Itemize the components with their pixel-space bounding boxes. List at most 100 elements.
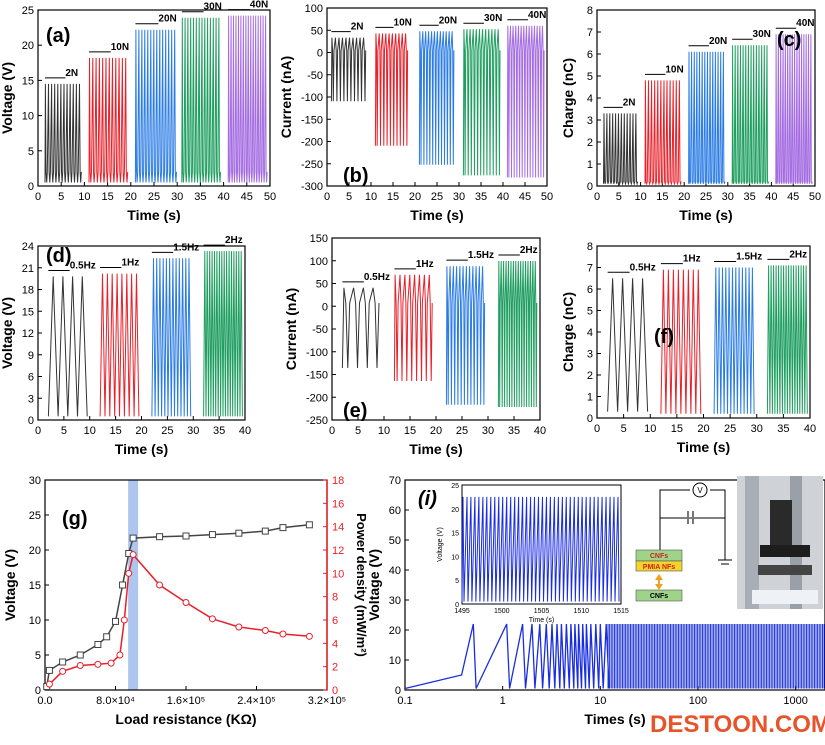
- series-line: [46, 524, 310, 687]
- series-label: 1.5Hz: [468, 250, 494, 261]
- inset-y-tick-label: 20: [451, 507, 459, 514]
- y-tick-label: 10: [29, 615, 41, 627]
- inset-y-tick-label: 5: [455, 578, 459, 585]
- y-tick-label: 7: [587, 263, 593, 275]
- x-tick-label: 25: [148, 191, 160, 203]
- data-point: [119, 581, 127, 589]
- y-tick-label: 2: [587, 137, 593, 149]
- wire: [710, 489, 726, 560]
- y-tick-label: 50: [316, 279, 328, 291]
- x-tick-label: 100: [689, 695, 707, 707]
- x-tick-label: 10: [84, 425, 96, 437]
- x-tick-label: 50: [541, 191, 553, 203]
- panel-a: 0 5 10 15 20 25 30 35 40 45 50 0 5 10 15 20 25 Time (s) Vo…: [0, 0, 276, 223]
- x-tick-label: 10: [378, 425, 390, 437]
- series-label: 2N: [623, 97, 636, 108]
- y-axis-label: Voltage (V): [0, 62, 15, 134]
- arrow-icon: [655, 574, 663, 590]
- y-tick-label: 10: [22, 111, 34, 123]
- x-axis-label: Time (s): [127, 207, 180, 223]
- series-label: 40N: [796, 18, 814, 29]
- x-tick-label: 30: [751, 423, 763, 435]
- x-tick-label: 35: [213, 425, 225, 437]
- panel-b: 0 5 10 15 20 25 30 35 40 45 50 -300 -250 -200 -150 -100…: [278, 3, 553, 223]
- data-point: [116, 651, 124, 659]
- y-tick-label: 18: [22, 285, 34, 297]
- y-tick-label: 0: [35, 685, 41, 697]
- series-line: [99, 273, 140, 417]
- y2-tick-label: 16: [332, 498, 344, 510]
- y2-tick-label: 2: [332, 662, 338, 674]
- x-tick-label: 1000: [783, 695, 807, 707]
- x-tick-label: 2.4×10⁵: [237, 695, 276, 707]
- series-label: 0.5Hz: [70, 260, 96, 271]
- x-tick-label: 0: [35, 425, 41, 437]
- y-tick-label: 100: [305, 3, 323, 15]
- voltmeter-label: V: [697, 486, 703, 495]
- y2-tick-label: 12: [332, 545, 344, 557]
- series-line: [374, 33, 409, 146]
- series-line: [660, 269, 702, 414]
- inset-chart: 1495 1500 1505 1510 1515 0 5 10 15 20 25 Time (s) Vo…: [437, 483, 629, 624]
- x-tick-label: 5: [346, 191, 352, 203]
- x-tick-label: 30: [171, 191, 183, 203]
- layer-label: PMIA NFs: [643, 564, 676, 571]
- series-label: 0.5Hz: [630, 262, 656, 273]
- photo-actuator: [770, 500, 792, 545]
- y-tick-label: 4: [587, 327, 593, 339]
- series-label: 10N: [111, 42, 129, 53]
- series-label: 20N: [439, 15, 457, 26]
- panel-label: (c): [777, 29, 801, 51]
- y-tick-label: -200: [301, 137, 323, 149]
- x-axis-label: Time (s): [410, 207, 463, 223]
- y-tick-label: 20: [22, 40, 34, 52]
- x-tick-label: 35: [475, 191, 487, 203]
- series-label: 2N: [65, 68, 78, 79]
- y-tick-label: 3: [587, 349, 593, 361]
- y-tick-label: 25: [29, 510, 41, 522]
- y-tick-label: 15: [29, 580, 41, 592]
- y-tick-label: -150: [301, 114, 323, 126]
- x-tick-label: 40: [217, 191, 229, 203]
- panel-label: (a): [46, 25, 70, 47]
- x-tick-label: 8.0×10⁴: [96, 695, 135, 707]
- series-line: [88, 57, 129, 183]
- data-point: [235, 529, 243, 537]
- y-tick-label: -50: [312, 324, 328, 336]
- series-line: [181, 17, 222, 183]
- y-axis-label: Voltage (V): [2, 549, 18, 621]
- x-tick-label: 15: [671, 423, 683, 435]
- y-tick-label: 15: [22, 75, 34, 87]
- series-label: 40N: [528, 10, 546, 21]
- series-line: [203, 251, 243, 417]
- y2-tick-label: 10: [332, 568, 344, 580]
- series-label: 30N: [484, 13, 502, 24]
- y-tick-label: 5: [587, 71, 593, 83]
- data-point: [279, 630, 287, 638]
- y-tick-label: 0: [587, 181, 593, 193]
- x-axis-label: Time (s): [679, 207, 732, 223]
- y-tick-label: 0: [587, 413, 593, 425]
- series-line: [766, 265, 808, 414]
- x-tick-label: 5: [621, 423, 627, 435]
- y-tick-label: 30: [389, 595, 401, 607]
- x-tick-label: 20: [430, 425, 442, 437]
- x-tick-label: 0: [594, 423, 600, 435]
- panel-label: (b): [343, 165, 369, 187]
- x-tick-label: 15: [656, 191, 668, 203]
- panel-e: 0 5 10 15 20 25 30 35 40 -250 -200 -150 -100 -50 0 50 10…: [283, 233, 546, 457]
- data-point: [120, 616, 128, 624]
- y-axis-label: Charge (nC): [560, 292, 576, 372]
- series-line: [462, 29, 501, 176]
- series-line: [713, 267, 755, 414]
- x-tick-label: 5: [355, 425, 361, 437]
- x-tick-label: 10: [594, 695, 606, 707]
- series-label: 0.5Hz: [364, 272, 390, 283]
- x-tick-label: 5: [61, 425, 67, 437]
- x-tick-label: 20: [697, 423, 709, 435]
- data-point: [261, 527, 269, 535]
- y-tick-label: 1: [587, 159, 593, 171]
- x-tick-label: 35: [508, 425, 520, 437]
